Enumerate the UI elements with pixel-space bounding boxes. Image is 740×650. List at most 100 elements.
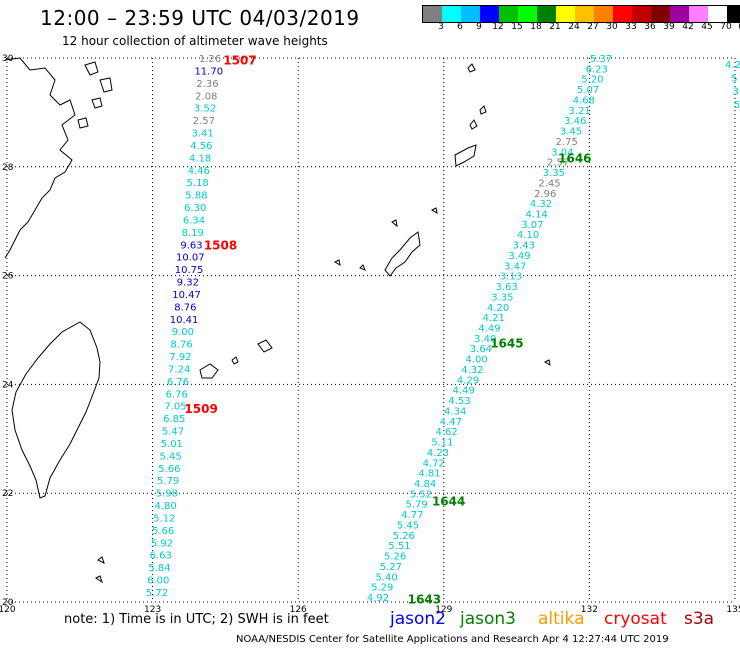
footnote: note: 1) Time is in UTC; 2) SWH is in fe… bbox=[64, 612, 329, 627]
pass-number-label: 1643 bbox=[408, 592, 441, 606]
wave-height-value: 2.36 bbox=[196, 79, 218, 90]
satellite-legend-item: altika bbox=[538, 609, 585, 629]
wave-height-value: 5.88 bbox=[185, 191, 207, 202]
color-swatch bbox=[518, 6, 537, 22]
color-scale-label: 18 bbox=[530, 22, 542, 32]
wave-height-value: 6.76 bbox=[167, 377, 189, 388]
wave-height-value: 3.63 bbox=[496, 282, 518, 293]
wave-height-value: 4.10 bbox=[517, 230, 539, 241]
wave-height-value: 8.76 bbox=[171, 340, 193, 351]
color-scale-label: 27 bbox=[587, 22, 599, 32]
altimeter-track-edge: 4.2 5 3 5 bbox=[725, 60, 740, 111]
color-scale-label: 9 bbox=[476, 22, 482, 32]
wave-height-value: 5.47 bbox=[162, 427, 184, 438]
color-swatch bbox=[461, 6, 480, 22]
wave-height-value: 7.05 bbox=[164, 402, 186, 413]
pass-number-label: 1645 bbox=[490, 337, 523, 351]
color-scale-label: 12 bbox=[492, 22, 504, 32]
small-islands bbox=[95, 207, 551, 584]
wave-height-value: 2.57 bbox=[547, 158, 569, 169]
longitude-label: 129 bbox=[435, 605, 452, 615]
color-scale-label: 21 bbox=[549, 22, 561, 32]
wave-height-value: 10.47 bbox=[172, 290, 201, 301]
wave-height-value: 10.75 bbox=[175, 265, 204, 276]
wave-height-value: 3.35 bbox=[491, 292, 513, 303]
map-title: 12:00 – 23:59 UTC 04/03/2019 bbox=[40, 6, 360, 30]
wave-height-value: 4.29 bbox=[457, 375, 479, 386]
color-scale-label: 36 bbox=[644, 22, 656, 32]
wave-height-value: 11.70 bbox=[194, 66, 223, 77]
wave-height-value: 3.21 bbox=[568, 106, 590, 117]
wave-height-value: 5.29 bbox=[371, 583, 393, 594]
wave-height-value: 7.24 bbox=[168, 364, 190, 375]
wave-height-value: 4.20 bbox=[487, 303, 509, 314]
latitude-label: 20 bbox=[2, 598, 14, 608]
wave-height-value: 3.47 bbox=[504, 261, 526, 272]
wave-height-value: 4.56 bbox=[190, 141, 212, 152]
wave-height-value: 6.23 bbox=[586, 64, 608, 75]
wave-height-value: 4.92 bbox=[367, 593, 389, 604]
wave-height-value: 6.85 bbox=[163, 414, 185, 425]
wave-height-value: 9.00 bbox=[172, 327, 194, 338]
taiwan-coastline bbox=[11, 321, 101, 499]
color-swatch bbox=[727, 6, 740, 22]
wave-height-value: 5.72 bbox=[146, 588, 168, 599]
latitude-label: 28 bbox=[2, 163, 14, 173]
color-swatch bbox=[575, 6, 594, 22]
wave-height-value: 6.00 bbox=[147, 576, 169, 587]
color-swatch bbox=[632, 6, 651, 22]
wave-height-value: 3.46 bbox=[564, 116, 586, 127]
color-swatch bbox=[594, 6, 613, 22]
wave-height-value: 8.19 bbox=[182, 228, 204, 239]
lat-lon-grid bbox=[6, 57, 736, 603]
wave-height-value: 5.07 bbox=[577, 85, 599, 96]
wave-height-value: 6.63 bbox=[150, 551, 172, 562]
color-swatch bbox=[442, 6, 461, 22]
color-swatch bbox=[651, 6, 670, 22]
color-scale-label: 70 bbox=[720, 22, 732, 32]
color-swatch bbox=[423, 6, 442, 22]
latitude-labels: 30 28 26 24 22 20 bbox=[2, 54, 14, 608]
wave-height-value: 5 bbox=[731, 73, 737, 84]
wave-height-value: 2.08 bbox=[195, 91, 217, 102]
wave-height-value: 3.43 bbox=[513, 241, 535, 252]
map-subtitle: 12 hour collection of altimeter wave hei… bbox=[62, 34, 328, 48]
latitude-label: 26 bbox=[2, 272, 14, 282]
china-coastline bbox=[4, 57, 76, 259]
wave-height-value: 2.45 bbox=[538, 178, 560, 189]
color-scale-bar bbox=[422, 5, 740, 23]
color-scale-label: 15 bbox=[511, 22, 523, 32]
wave-height-value: 3.45 bbox=[560, 127, 582, 138]
longitude-label: 126 bbox=[290, 605, 307, 615]
wave-height-value: 4.14 bbox=[526, 209, 548, 220]
color-scale-label: 3 bbox=[438, 22, 444, 32]
wave-height-value: 5.66 bbox=[152, 526, 174, 537]
pass-number-label: 1644 bbox=[432, 494, 465, 508]
color-swatch bbox=[613, 6, 632, 22]
wave-height-value: 4.77 bbox=[401, 510, 423, 521]
color-swatch bbox=[708, 6, 727, 22]
color-scale-label: 42 bbox=[682, 22, 694, 32]
color-swatch bbox=[670, 6, 689, 22]
wave-height-value: 3.35 bbox=[543, 168, 565, 179]
wave-height-value: 4.72 bbox=[423, 458, 445, 469]
wave-height-value: 5.84 bbox=[148, 563, 170, 574]
wave-height-value: 4.21 bbox=[483, 313, 505, 324]
color-scale-label: 24 bbox=[568, 22, 580, 32]
wave-height-value: 4.34 bbox=[444, 406, 466, 417]
pass-number-label: 1507 bbox=[223, 54, 256, 68]
wave-height-value: 4.23 bbox=[427, 448, 449, 459]
color-swatch bbox=[480, 6, 499, 22]
wave-height-value: 4.32 bbox=[461, 365, 483, 376]
wave-height-value: 9.63 bbox=[180, 240, 202, 251]
wave-height-value: 3.04 bbox=[551, 147, 573, 158]
wave-height-value: 5.12 bbox=[153, 513, 175, 524]
wave-height-value: 2.96 bbox=[534, 189, 556, 200]
wave-height-value: 3.41 bbox=[191, 129, 213, 140]
wave-height-value: 5.52 bbox=[410, 489, 432, 500]
wave-height-value: 4.84 bbox=[414, 479, 436, 490]
wave-height-value: 5.18 bbox=[187, 178, 209, 189]
wave-height-value: 3.13 bbox=[500, 272, 522, 283]
wave-height-value: 5.98 bbox=[156, 489, 178, 500]
